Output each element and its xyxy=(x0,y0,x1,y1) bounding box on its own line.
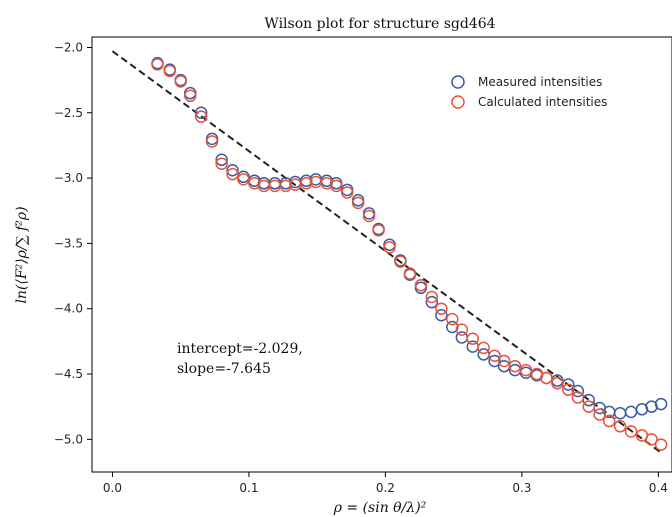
slope-annotation: slope=-7.645 xyxy=(177,361,271,377)
calculated-point xyxy=(205,135,219,148)
measured-point xyxy=(654,397,668,411)
calculated-point xyxy=(330,179,343,193)
calculated-point xyxy=(394,255,407,268)
calculated-point xyxy=(582,400,596,413)
y-axis-label: ln(⟨F²⟩ρ/∑ f²ρ) xyxy=(14,206,30,303)
measured-point xyxy=(425,295,439,309)
calculated-point xyxy=(466,332,480,346)
calculated-point xyxy=(414,278,428,292)
calculated-point xyxy=(602,414,616,428)
calculated-point xyxy=(163,64,177,78)
calculated-point xyxy=(654,438,668,451)
measured-point xyxy=(488,354,501,368)
chart-title: Wilson plot for structure sgd464 xyxy=(264,16,495,32)
legend-marker-measured xyxy=(451,75,465,89)
intercept-annotation: intercept=-2.029, xyxy=(177,341,303,357)
calculated-point xyxy=(562,383,575,396)
legend-label-measured: Measured intensities xyxy=(478,75,602,89)
measured-point xyxy=(571,384,585,398)
y-tick-label: −4.5 xyxy=(54,367,83,381)
x-axis: 0.0 0.1 0.2 0.3 0.4 xyxy=(103,472,668,495)
y-tick-label: −2.5 xyxy=(54,106,83,120)
x-tick-label: 0.3 xyxy=(512,481,531,495)
calculated-point xyxy=(237,173,250,186)
calculated-point xyxy=(645,433,658,446)
calculated-point xyxy=(477,341,490,355)
x-tick-label: 0.1 xyxy=(239,481,258,495)
y-tick-label: −3.5 xyxy=(54,236,83,250)
x-axis-label: ρ = (sin θ/λ)² xyxy=(333,500,427,516)
plot-area-frame xyxy=(91,36,672,473)
measured-point xyxy=(435,308,448,322)
calculated-point xyxy=(351,196,365,210)
calculated-point xyxy=(613,420,627,433)
legend-label-calculated: Calculated intensities xyxy=(478,95,607,109)
calculated-point xyxy=(340,186,354,199)
x-tick-label: 0.0 xyxy=(103,481,122,495)
calculated-point xyxy=(508,359,522,373)
y-axis: −2.0 −2.5 −3.0 −3.5 −4.0 −4.5 −5.0 xyxy=(54,40,92,446)
y-tick-label: −2.0 xyxy=(54,40,83,54)
calculated-point xyxy=(497,354,511,368)
y-tick-label: −5.0 xyxy=(54,432,83,446)
calculated-point xyxy=(151,58,164,71)
calculated-point xyxy=(279,179,293,193)
legend: Measured intensities Calculated intensit… xyxy=(451,75,607,109)
calculated-point xyxy=(446,312,459,326)
calculated-point xyxy=(435,302,448,315)
x-tick-label: 0.2 xyxy=(376,481,395,495)
y-tick-label: −4.0 xyxy=(54,302,83,316)
calculated-point xyxy=(455,323,469,336)
calculated-point xyxy=(372,224,385,237)
calculated-point xyxy=(551,376,564,390)
calculated-point xyxy=(540,371,553,385)
legend-marker-calculated xyxy=(451,95,465,109)
calculated-point xyxy=(624,425,638,438)
calculated-point xyxy=(425,290,439,304)
calculated-point xyxy=(383,241,396,254)
calculated-point xyxy=(519,363,533,377)
measured-point xyxy=(194,106,208,120)
calculated-point xyxy=(403,267,417,280)
measured-point xyxy=(215,153,228,167)
calculated-point xyxy=(174,75,187,88)
calculated-point xyxy=(362,209,376,223)
data-markers-layer xyxy=(151,56,668,451)
calculated-point xyxy=(488,349,501,362)
y-tick-label: −3.0 xyxy=(54,171,83,185)
calculated-point xyxy=(194,110,208,123)
x-tick-label: 0.4 xyxy=(649,481,668,495)
measured-point xyxy=(226,163,239,177)
series-calculated xyxy=(151,58,668,451)
calculated-point xyxy=(300,177,313,190)
calculated-point xyxy=(226,167,239,181)
calculated-point xyxy=(184,89,197,103)
calculated-point xyxy=(593,408,606,421)
calculated-point xyxy=(571,391,585,404)
calculated-point xyxy=(215,157,228,170)
